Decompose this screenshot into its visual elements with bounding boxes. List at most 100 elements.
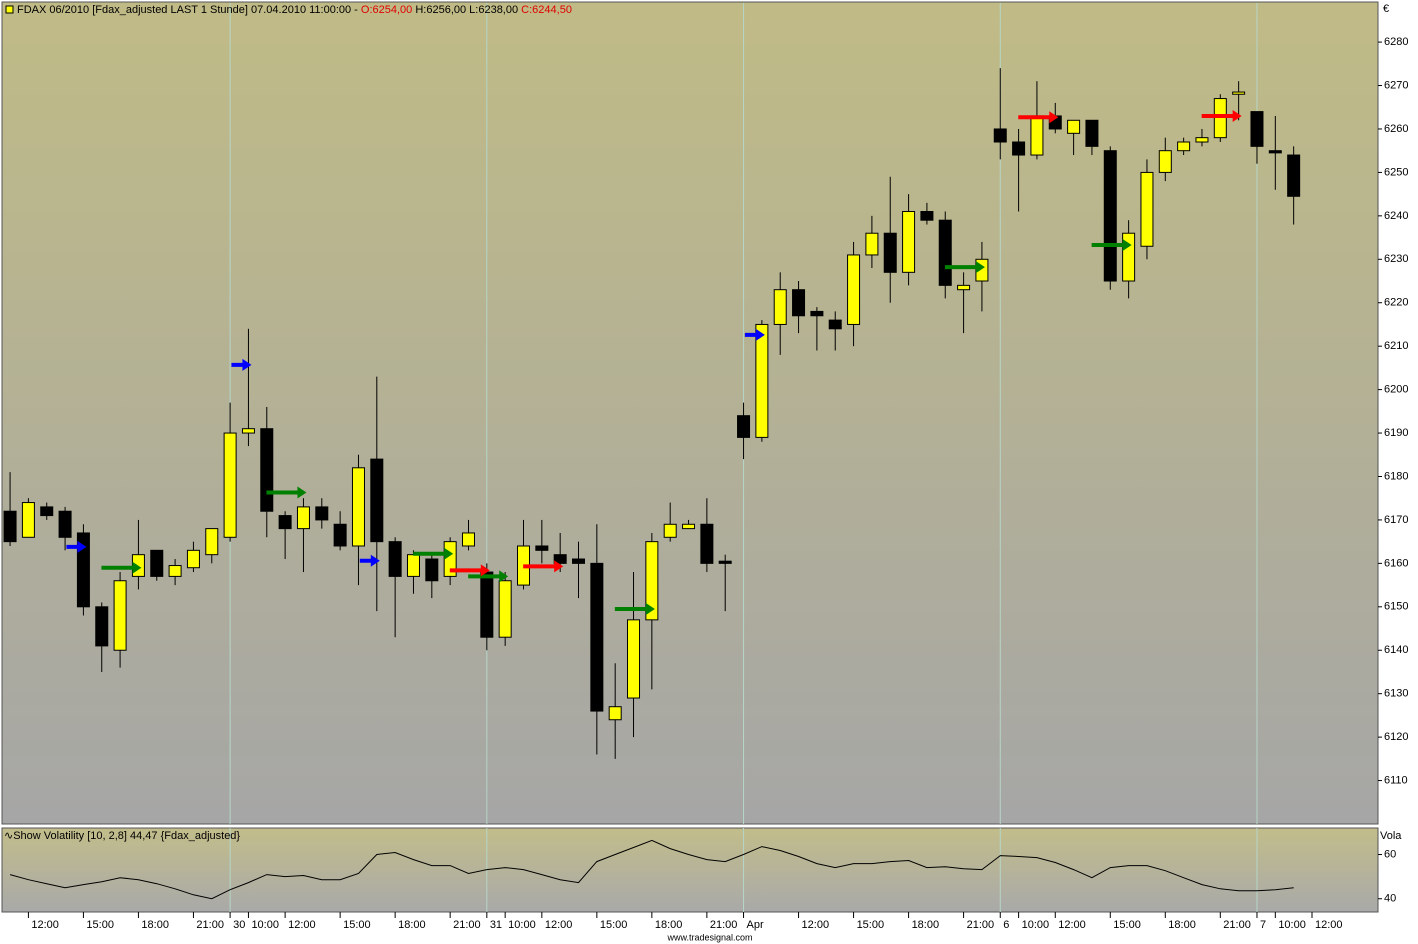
candle-body (1250, 111, 1264, 147)
candle-body (1012, 141, 1026, 156)
y-tick-label: 6180 (1384, 470, 1408, 482)
x-tick-label: 15:00 (343, 919, 371, 931)
candle-body (296, 506, 310, 530)
candle-body (370, 458, 384, 543)
y-tick-label: 6250 (1384, 166, 1408, 178)
candle-body (95, 606, 109, 647)
candle-body (847, 254, 861, 325)
x-tick-label: 12:00 (1315, 919, 1343, 931)
signal-arrow (1201, 109, 1242, 122)
candle-body (627, 619, 641, 699)
candle-body (1103, 150, 1117, 282)
candle-body (1030, 115, 1044, 156)
candle-body (1287, 154, 1301, 197)
x-tick-label: 18:00 (1168, 919, 1196, 931)
candle-body (425, 558, 439, 582)
signal-arrow (523, 560, 564, 573)
x-tick-label: 10:00 (251, 919, 279, 931)
x-tick-label: 12:00 (802, 919, 830, 931)
y-tick-label: 6210 (1384, 340, 1408, 352)
signal-arrow (413, 547, 454, 560)
y-tick-label: 6110 (1384, 774, 1408, 786)
volatility-line (9, 839, 1294, 900)
candle-body (241, 428, 255, 434)
chart-header: FDAX 06/2010 [Fdax_adjusted LAST 1 Stund… (17, 4, 572, 16)
x-tick-label: 21:00 (196, 919, 224, 931)
indicator-title: ∿Show Volatility [10, 2,8] 44,47 {Fdax_a… (4, 830, 240, 842)
candle-body (810, 310, 824, 317)
x-day-label: Apr (747, 919, 764, 931)
signal-arrow (101, 561, 142, 574)
candle-body (663, 523, 677, 538)
candle-body (150, 549, 164, 577)
y-tick-label: 6220 (1384, 297, 1408, 309)
candle-body (1177, 141, 1191, 152)
candle-body (1268, 150, 1282, 154)
close-value: C:6244,50 (521, 4, 572, 16)
signal-arrow (468, 570, 509, 583)
candle-body (883, 232, 897, 273)
candle-body (498, 580, 512, 638)
candle-body (773, 289, 787, 325)
x-tick-label: 21:00 (1223, 919, 1251, 931)
y-tick-label: 6190 (1384, 427, 1408, 439)
x-tick-label: 21:00 (967, 919, 995, 931)
signal-arrow (614, 602, 655, 615)
y-tick-label: 6260 (1384, 123, 1408, 135)
candle-body (1085, 119, 1099, 147)
x-tick-label: 21:00 (710, 919, 738, 931)
x-tick-label: 12:00 (31, 919, 59, 931)
candle-body (608, 706, 622, 721)
candle-body (920, 211, 934, 221)
x-day-label: 30 (233, 919, 245, 931)
candle-body (590, 562, 604, 712)
x-tick-label: 10:00 (508, 919, 536, 931)
x-tick-label: 15:00 (86, 919, 114, 931)
candle-body (76, 532, 90, 608)
candle-body (718, 560, 732, 564)
x-tick-label: 10:00 (1278, 919, 1306, 931)
candle-body (480, 571, 494, 638)
price-panel (1, 1, 1379, 825)
candle-body (351, 467, 365, 547)
candle-body (21, 502, 35, 538)
y-tick-label: 6280 (1384, 36, 1408, 48)
instrument-icon (5, 5, 14, 14)
candle-body (535, 545, 549, 551)
y-tick-label: 6160 (1384, 557, 1408, 569)
candle-body (902, 211, 916, 273)
candle-body (865, 232, 879, 256)
marks-layer (3, 68, 1301, 900)
x-tick-label: 12:00 (545, 919, 573, 931)
y-tick-label: 6200 (1384, 384, 1408, 396)
x-day-label: 6 (1003, 919, 1009, 931)
y-tick-label: 40 (1384, 893, 1396, 905)
candle-body (553, 554, 567, 564)
volatility-panel (1, 827, 1379, 913)
x-tick-label: 21:00 (453, 919, 481, 931)
candle-body (58, 510, 72, 538)
candle-body (993, 128, 1007, 143)
signal-arrow (266, 486, 307, 499)
x-tick-label: 12:00 (1058, 919, 1086, 931)
footer: www.tradesignal.com (666, 932, 752, 942)
candle-body (315, 506, 329, 521)
candle-body (1140, 171, 1154, 247)
x-tick-label: 18:00 (912, 919, 940, 931)
candle-body (828, 319, 842, 330)
high-low-values: H:6256,00 L:6238,00 (415, 4, 518, 16)
x-tick-label: 18:00 (655, 919, 683, 931)
candle-body (1158, 150, 1172, 173)
instrument: FDAX 06/2010 [Fdax_adjusted LAST 1 Stund… (17, 4, 358, 16)
y-tick-label: 6130 (1384, 688, 1408, 700)
candle-body (260, 428, 274, 512)
x-tick-label: 15:00 (1113, 919, 1141, 931)
candle-body (682, 523, 696, 530)
candle-body (168, 565, 182, 577)
x-tick-label: 15:00 (600, 919, 628, 931)
y-axis-label: € (1383, 3, 1389, 15)
y-tick-label: 6230 (1384, 253, 1408, 265)
x-day-label: 31 (490, 919, 502, 931)
open-value: O:6254,00 (361, 4, 412, 16)
